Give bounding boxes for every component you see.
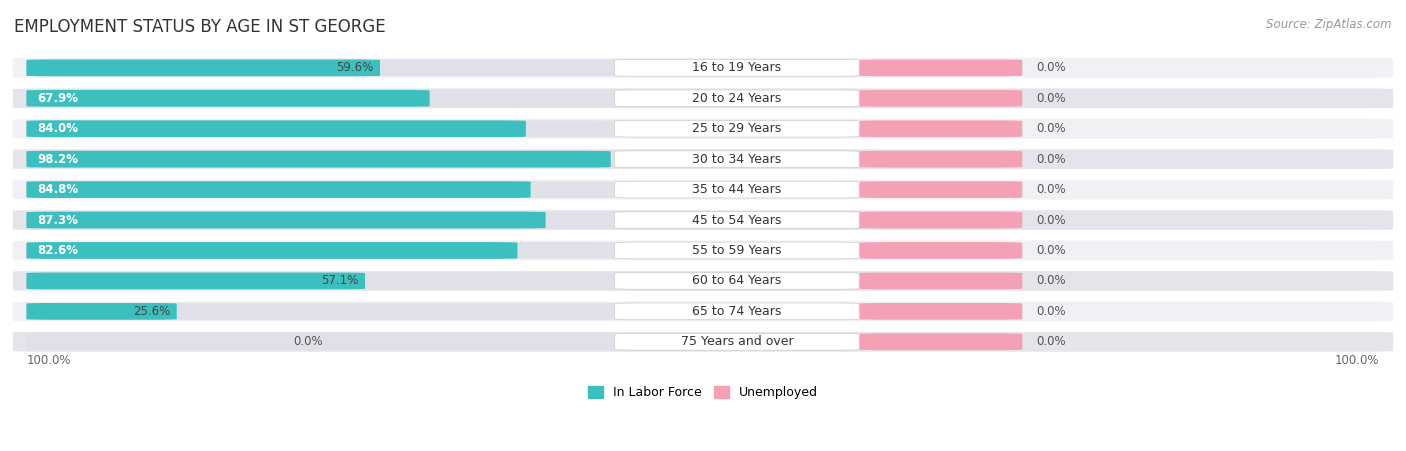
Text: 16 to 19 Years: 16 to 19 Years bbox=[692, 61, 782, 74]
Text: 55 to 59 Years: 55 to 59 Years bbox=[692, 244, 782, 257]
Text: 65 to 74 Years: 65 to 74 Years bbox=[692, 305, 782, 318]
Text: 60 to 64 Years: 60 to 64 Years bbox=[692, 274, 782, 287]
FancyBboxPatch shape bbox=[13, 119, 1393, 138]
FancyBboxPatch shape bbox=[614, 272, 859, 289]
FancyBboxPatch shape bbox=[614, 242, 859, 259]
FancyBboxPatch shape bbox=[614, 333, 859, 350]
Text: 20 to 24 Years: 20 to 24 Years bbox=[692, 92, 782, 105]
FancyBboxPatch shape bbox=[27, 90, 430, 107]
Text: 0.0%: 0.0% bbox=[1036, 305, 1066, 318]
Text: 0.0%: 0.0% bbox=[1036, 183, 1066, 196]
FancyBboxPatch shape bbox=[13, 149, 1393, 169]
FancyBboxPatch shape bbox=[614, 90, 859, 107]
FancyBboxPatch shape bbox=[859, 151, 1022, 168]
FancyBboxPatch shape bbox=[13, 301, 1393, 321]
Text: 98.2%: 98.2% bbox=[38, 153, 79, 166]
Text: 0.0%: 0.0% bbox=[1036, 122, 1066, 135]
FancyBboxPatch shape bbox=[27, 60, 380, 76]
FancyBboxPatch shape bbox=[859, 212, 1022, 228]
FancyBboxPatch shape bbox=[27, 120, 621, 137]
Text: 100.0%: 100.0% bbox=[1336, 354, 1379, 367]
FancyBboxPatch shape bbox=[859, 60, 1022, 76]
Text: 0.0%: 0.0% bbox=[1036, 153, 1066, 166]
FancyBboxPatch shape bbox=[859, 90, 1022, 107]
FancyBboxPatch shape bbox=[13, 58, 1393, 78]
FancyBboxPatch shape bbox=[614, 181, 859, 198]
Text: 30 to 34 Years: 30 to 34 Years bbox=[692, 153, 782, 166]
FancyBboxPatch shape bbox=[27, 181, 621, 198]
FancyBboxPatch shape bbox=[859, 272, 1022, 289]
Text: 84.8%: 84.8% bbox=[38, 183, 79, 196]
Text: 84.0%: 84.0% bbox=[38, 122, 79, 135]
Text: 0.0%: 0.0% bbox=[1036, 335, 1066, 348]
FancyBboxPatch shape bbox=[614, 303, 859, 320]
FancyBboxPatch shape bbox=[27, 120, 526, 137]
Text: 35 to 44 Years: 35 to 44 Years bbox=[692, 183, 782, 196]
Text: 67.9%: 67.9% bbox=[38, 92, 79, 105]
FancyBboxPatch shape bbox=[859, 333, 1022, 350]
FancyBboxPatch shape bbox=[27, 303, 177, 320]
FancyBboxPatch shape bbox=[27, 272, 366, 289]
Text: EMPLOYMENT STATUS BY AGE IN ST GEORGE: EMPLOYMENT STATUS BY AGE IN ST GEORGE bbox=[14, 18, 385, 36]
FancyBboxPatch shape bbox=[27, 242, 621, 259]
FancyBboxPatch shape bbox=[13, 240, 1393, 260]
FancyBboxPatch shape bbox=[13, 180, 1393, 199]
Text: 0.0%: 0.0% bbox=[1036, 214, 1066, 226]
Text: 0.0%: 0.0% bbox=[1036, 274, 1066, 287]
Text: 82.6%: 82.6% bbox=[38, 244, 79, 257]
Text: 0.0%: 0.0% bbox=[292, 335, 322, 348]
Text: 87.3%: 87.3% bbox=[38, 214, 79, 226]
Text: 57.1%: 57.1% bbox=[321, 274, 359, 287]
FancyBboxPatch shape bbox=[13, 332, 1393, 352]
FancyBboxPatch shape bbox=[27, 303, 621, 320]
FancyBboxPatch shape bbox=[13, 210, 1393, 230]
FancyBboxPatch shape bbox=[614, 60, 859, 76]
Text: 100.0%: 100.0% bbox=[27, 354, 70, 367]
FancyBboxPatch shape bbox=[27, 272, 621, 289]
FancyBboxPatch shape bbox=[614, 120, 859, 137]
Text: 0.0%: 0.0% bbox=[1036, 61, 1066, 74]
Text: 25.6%: 25.6% bbox=[132, 305, 170, 318]
Text: 0.0%: 0.0% bbox=[1036, 244, 1066, 257]
FancyBboxPatch shape bbox=[27, 60, 621, 76]
Text: 45 to 54 Years: 45 to 54 Years bbox=[692, 214, 782, 226]
FancyBboxPatch shape bbox=[614, 212, 859, 228]
FancyBboxPatch shape bbox=[27, 242, 517, 259]
FancyBboxPatch shape bbox=[27, 151, 610, 168]
FancyBboxPatch shape bbox=[27, 212, 621, 228]
FancyBboxPatch shape bbox=[614, 151, 859, 168]
Legend: In Labor Force, Unemployed: In Labor Force, Unemployed bbox=[583, 382, 823, 405]
FancyBboxPatch shape bbox=[27, 181, 530, 198]
Text: 75 Years and over: 75 Years and over bbox=[681, 335, 793, 348]
FancyBboxPatch shape bbox=[859, 181, 1022, 198]
FancyBboxPatch shape bbox=[13, 271, 1393, 291]
FancyBboxPatch shape bbox=[859, 120, 1022, 137]
FancyBboxPatch shape bbox=[27, 212, 546, 228]
Text: Source: ZipAtlas.com: Source: ZipAtlas.com bbox=[1267, 18, 1392, 31]
Text: 59.6%: 59.6% bbox=[336, 61, 373, 74]
Text: 25 to 29 Years: 25 to 29 Years bbox=[692, 122, 782, 135]
FancyBboxPatch shape bbox=[13, 88, 1393, 108]
Text: 0.0%: 0.0% bbox=[1036, 92, 1066, 105]
FancyBboxPatch shape bbox=[27, 333, 621, 350]
FancyBboxPatch shape bbox=[859, 303, 1022, 320]
FancyBboxPatch shape bbox=[27, 151, 621, 168]
FancyBboxPatch shape bbox=[859, 242, 1022, 259]
FancyBboxPatch shape bbox=[27, 90, 621, 107]
